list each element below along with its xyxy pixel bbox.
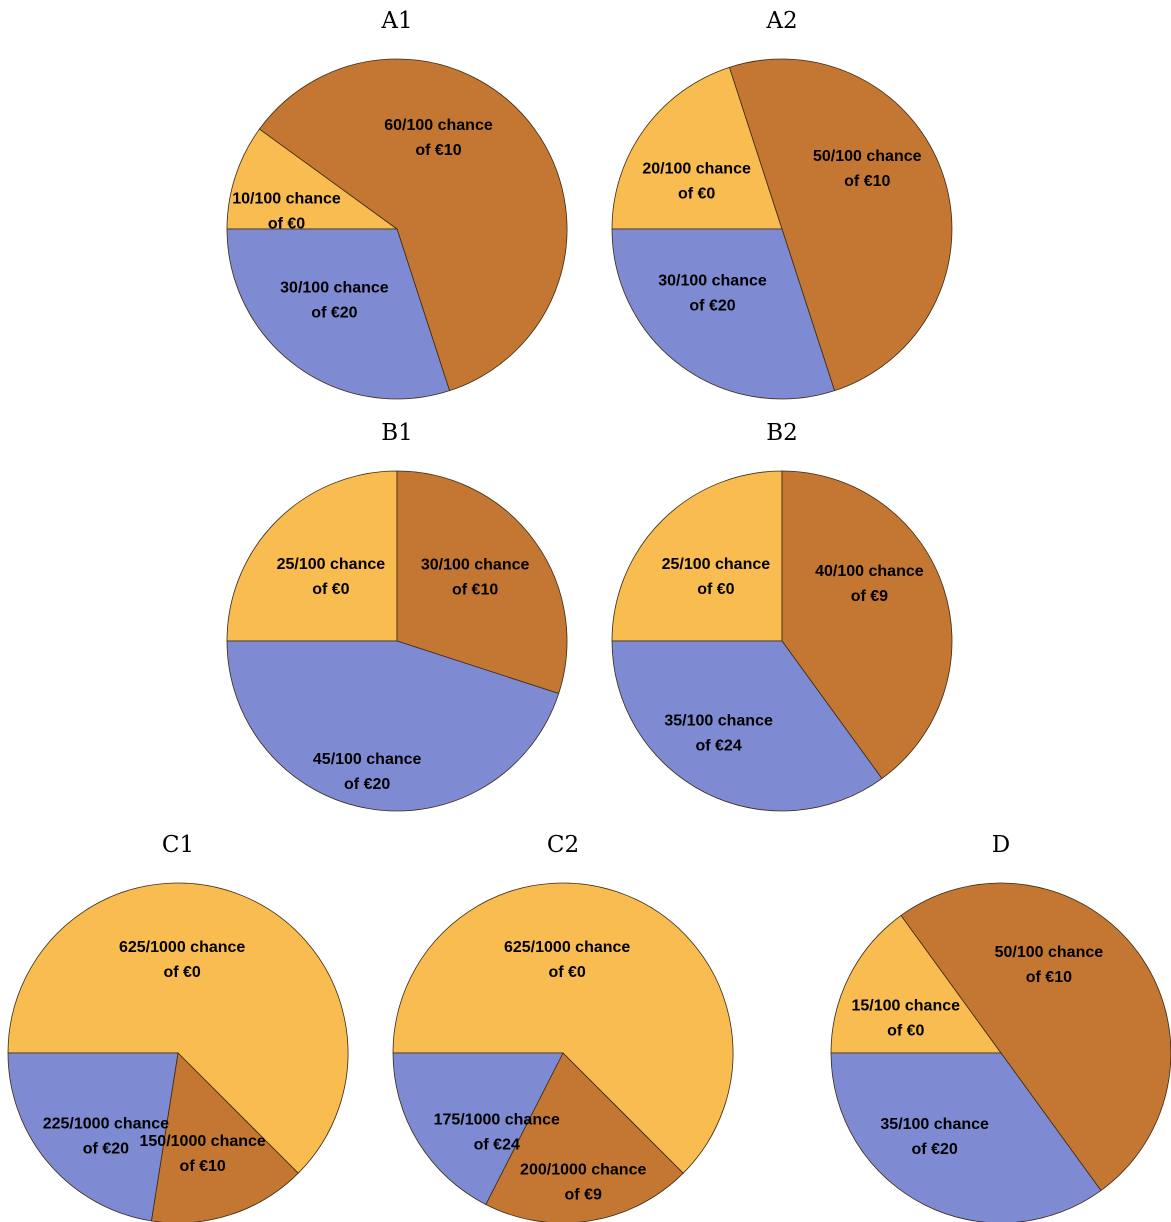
pie-slice-zero: [226, 470, 398, 642]
slice-label-zero-1: 20/100 chance: [642, 161, 751, 178]
pie-title: A1: [380, 8, 412, 34]
pie-slice-mid: [150, 1052, 299, 1222]
pie-title: B1: [381, 420, 413, 446]
slice-label-high-1: 35/100 chance: [664, 713, 773, 730]
pie-slice-high: [226, 228, 451, 400]
slice-label-mid-2: of €10: [415, 142, 461, 159]
slice-label-zero-2: of €0: [887, 1022, 924, 1039]
pie-slice-mid: [781, 470, 953, 780]
slice-label-zero-1: 25/100 chance: [277, 556, 386, 573]
slice-label-high-2: of €20: [83, 1140, 129, 1157]
slice-label-mid-1: 40/100 chance: [815, 563, 924, 580]
pie-chart-c1: C1 625/1000 chance of €0 150/1000 chance of …: [7, 832, 349, 1222]
slice-label-high-2: of €20: [344, 776, 390, 793]
slice-label-mid-1: 60/100 chance: [384, 117, 493, 134]
slice-label-high-2: of €20: [912, 1141, 958, 1158]
slice-label-zero-2: of €0: [268, 216, 305, 233]
slice-label-high-1: 30/100 chance: [658, 273, 767, 290]
pie-title: C1: [162, 832, 194, 858]
slice-label-zero-1: 625/1000 chance: [504, 939, 630, 956]
slice-label-zero-2: of €0: [548, 964, 585, 981]
pie-slice-high: [226, 640, 560, 812]
pie-slice-high: [830, 1052, 1102, 1222]
slice-label-high-2: of €24: [695, 738, 741, 755]
slice-label-mid-2: of €10: [452, 581, 498, 598]
slice-label-mid-2: of €10: [180, 1158, 226, 1175]
slice-label-zero-2: of €0: [678, 186, 715, 203]
pie-slice-high: [392, 1052, 564, 1206]
pie-slice-high: [611, 640, 883, 812]
pie-slice-high: [611, 228, 836, 400]
pie-slice-mid: [900, 883, 1171, 1192]
pie-slice-zero: [7, 882, 349, 1174]
pie-title: A2: [765, 8, 797, 34]
slice-label-zero-1: 10/100 chance: [232, 191, 341, 208]
slice-label-mid-1: 30/100 chance: [421, 556, 530, 573]
slice-label-zero-1: 15/100 chance: [852, 997, 961, 1014]
pie-slice-zero: [226, 128, 399, 230]
slice-label-mid-2: of €9: [851, 588, 888, 605]
slice-label-mid-1: 150/1000 chance: [140, 1133, 266, 1150]
pie-slice-mid: [485, 1052, 684, 1222]
pie-slice-mid: [396, 470, 568, 695]
pie-slice-mid: [258, 58, 568, 392]
slice-label-zero-1: 625/1000 chance: [119, 939, 245, 956]
pie-slice-zero: [611, 66, 783, 230]
slice-label-high-2: of €20: [689, 298, 735, 315]
slice-label-mid-1: 50/100 chance: [995, 944, 1104, 961]
pie-chart-a1: A1 10/100 chance of €0 60/100 chance of €10 3…: [226, 8, 568, 400]
slice-label-high-2: of €24: [474, 1137, 520, 1154]
pie-chart-b1: B1 25/100 chance of €0 30/100 chance of €10 4…: [226, 420, 568, 812]
pie-slice-high: [7, 1052, 179, 1222]
pie-chart-b2: B2 25/100 chance of €0 40/100 chance of €9 35…: [611, 420, 953, 812]
slice-label-high-1: 175/1000 chance: [434, 1112, 560, 1129]
slice-label-mid-2: of €9: [565, 1187, 602, 1204]
slice-label-mid-2: of €10: [844, 173, 890, 190]
slice-label-zero-2: of €0: [312, 581, 349, 598]
slice-label-zero-2: of €0: [163, 964, 200, 981]
pie-slice-mid: [728, 58, 953, 392]
slice-label-mid-2: of €10: [1026, 969, 1072, 986]
slice-label-zero-2: of €0: [697, 581, 734, 598]
pie-title: B2: [766, 420, 798, 446]
slice-label-high-1: 225/1000 chance: [43, 1115, 169, 1132]
slice-label-high-2: of €20: [311, 304, 357, 321]
slice-label-high-1: 35/100 chance: [880, 1116, 989, 1133]
pie-chart-a2: A2 20/100 chance of €0 50/100 chance of €10 3…: [611, 8, 953, 400]
slice-label-mid-1: 50/100 chance: [813, 148, 922, 165]
slice-label-mid-1: 200/1000 chance: [520, 1162, 646, 1179]
pie-slice-zero: [392, 882, 734, 1174]
pie-slice-zero: [830, 914, 1002, 1054]
pie-title: C2: [547, 832, 579, 858]
pie-chart-d: D 15/100 chance of €0 50/100 chance of €10 35…: [830, 832, 1171, 1222]
slice-label-high-1: 30/100 chance: [280, 279, 389, 296]
slice-label-high-1: 45/100 chance: [313, 751, 422, 768]
pie-title: D: [992, 832, 1010, 858]
slice-label-zero-1: 25/100 chance: [662, 556, 771, 573]
pie-slice-zero: [611, 470, 783, 642]
